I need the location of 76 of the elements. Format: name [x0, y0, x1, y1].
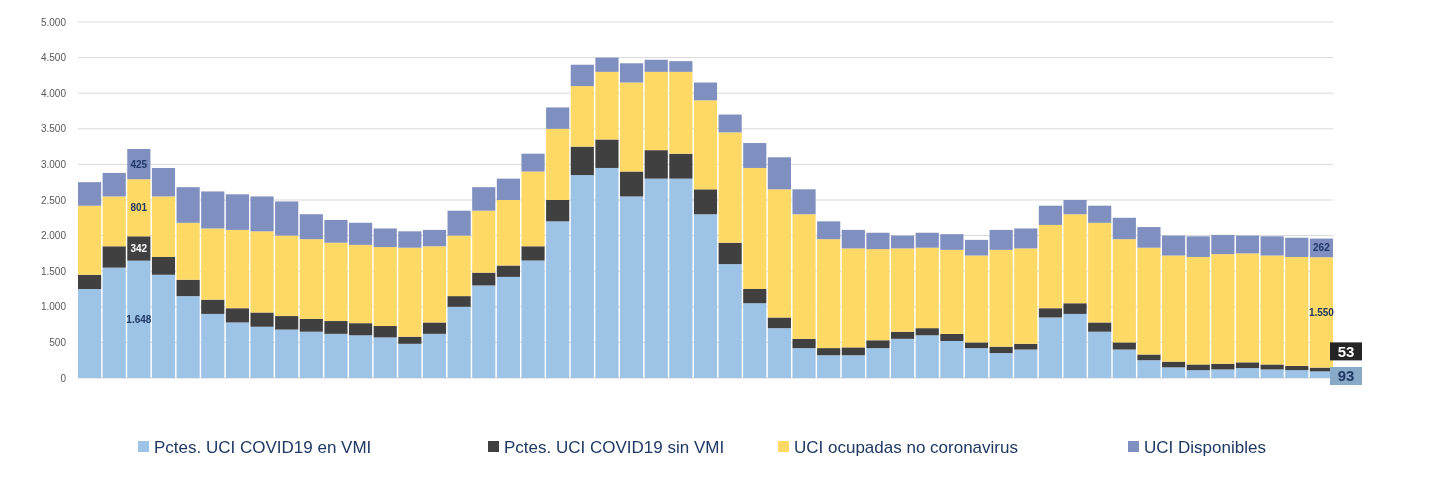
y-tick-label: 3.500 [40, 123, 67, 135]
bar [422, 246, 447, 323]
y-tick-label: 3.000 [40, 158, 67, 170]
bar [472, 272, 496, 286]
bar [151, 167, 176, 197]
bar [1235, 362, 1260, 369]
bar [718, 114, 742, 133]
bar [792, 338, 816, 349]
bar [693, 189, 718, 215]
legend-label: UCI ocupadas no coronavirus [794, 437, 1018, 457]
bar [78, 205, 102, 275]
bar [472, 187, 496, 211]
y-tick-label: 1.000 [40, 301, 67, 313]
bar [151, 256, 176, 275]
data-label: 53 [1337, 342, 1355, 360]
bar [546, 107, 570, 129]
bar [151, 196, 176, 257]
data-label: 342 [130, 242, 148, 254]
bar [398, 336, 422, 344]
bar [718, 242, 742, 265]
bar [422, 322, 447, 334]
bar [1235, 253, 1260, 363]
bar [151, 274, 176, 378]
bar [817, 348, 841, 356]
bar [176, 279, 200, 297]
bar [447, 296, 471, 307]
bar [496, 178, 520, 200]
y-tick-label: 0 [60, 372, 67, 384]
bar [521, 246, 545, 261]
bar [373, 326, 397, 338]
bar [521, 153, 545, 172]
y-tick-label: 500 [49, 336, 67, 348]
bar [1235, 368, 1260, 378]
bar [1088, 322, 1112, 332]
bar [743, 143, 767, 168]
y-tick-label: 2.500 [40, 194, 67, 206]
data-label: 801 [130, 202, 148, 214]
bar [817, 221, 841, 240]
bar [693, 82, 718, 101]
data-label: 93 [1337, 367, 1355, 385]
bar [201, 299, 225, 314]
data-label: 262 [1313, 242, 1331, 254]
bar [693, 100, 718, 190]
bar [78, 289, 102, 378]
bar [1235, 235, 1260, 254]
y-tick-label: 4.000 [40, 87, 67, 99]
bar [1137, 354, 1161, 361]
bar [964, 342, 989, 349]
legend-label: Pctes. UCI COVID19 en VMI [154, 437, 372, 457]
y-tick-label: 5.000 [40, 16, 67, 28]
bar [767, 157, 791, 190]
bar [1112, 342, 1136, 350]
bar [447, 210, 471, 236]
bar [964, 255, 989, 343]
legend-label: UCI Disponibles [1144, 437, 1266, 457]
bar [767, 317, 791, 329]
bar [546, 200, 570, 222]
data-label: 425 [130, 158, 148, 170]
bar [1309, 257, 1333, 368]
bar [496, 265, 520, 277]
data-label: 1.648 [126, 313, 152, 325]
bar [78, 274, 102, 289]
bar [422, 333, 447, 378]
bar [743, 289, 767, 304]
legend-label: Pctes. UCI COVID19 sin VMI [504, 437, 725, 457]
y-tick-label: 1.500 [40, 265, 67, 277]
bar [792, 189, 816, 215]
y-tick-label: 4.500 [40, 52, 67, 64]
bar [964, 239, 989, 256]
bar [693, 214, 718, 378]
bar [620, 171, 644, 197]
bar [78, 182, 102, 206]
bar [422, 229, 447, 247]
bar [891, 331, 915, 339]
bar [964, 348, 989, 378]
y-tick-label: 2.000 [40, 230, 67, 242]
